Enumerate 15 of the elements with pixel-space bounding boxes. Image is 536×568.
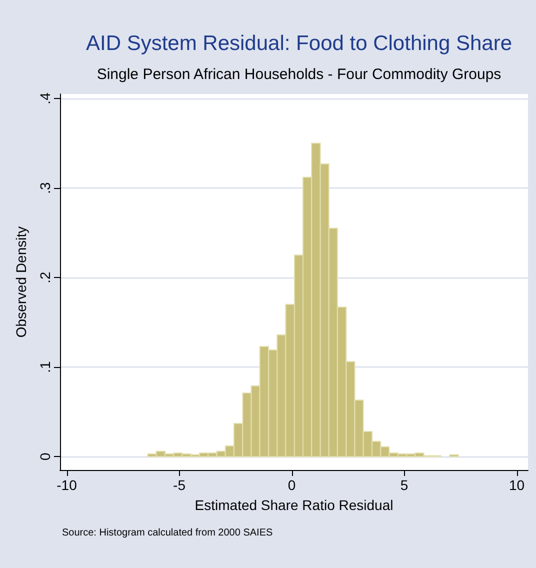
x-tick-label: -10	[56, 477, 78, 493]
y-tick-label: .3	[37, 182, 53, 194]
x-tick-label: 10	[508, 477, 525, 493]
y-tick-label: .2	[37, 271, 53, 284]
y-axis-title: Observed Density	[13, 226, 29, 338]
y-tick-label: .4	[37, 92, 53, 104]
y-tick-label: 0	[37, 452, 53, 460]
chart-subtitle: Single Person African Households - Four Commodity Groups	[96, 66, 502, 83]
x-axis-title: Estimated Share Ratio Residual	[194, 497, 394, 513]
chart-title: AID System Residual: Food to Clothing Share	[86, 32, 512, 55]
x-tick-label: 5	[400, 477, 408, 493]
x-tick-label: 0	[288, 477, 296, 493]
y-tick-label: .1	[37, 361, 53, 373]
source-note: Source: Histogram calculated from 2000 SAIES	[62, 528, 273, 538]
x-tick-label: -5	[173, 477, 186, 493]
